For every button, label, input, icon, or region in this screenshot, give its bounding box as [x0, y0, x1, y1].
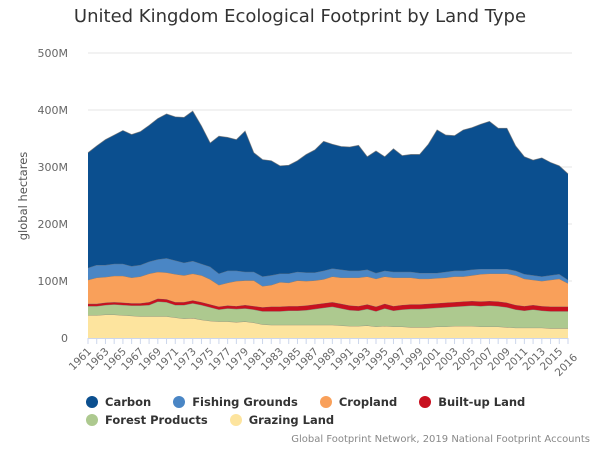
- area-built-up-land: [88, 298, 568, 312]
- y-tick-label: 500M: [38, 47, 69, 60]
- y-tick-label: 400M: [38, 104, 69, 117]
- series-line: [87, 110, 569, 175]
- legend-marker-icon: [86, 414, 98, 426]
- legend-marker-icon: [173, 396, 186, 408]
- legend-item[interactable]: Fishing Grounds: [173, 393, 298, 411]
- area-forest-products: [88, 301, 568, 329]
- chart-title: United Kingdom Ecological Footprint by L…: [73, 6, 527, 27]
- legend-label: Fishing Grounds: [192, 395, 298, 409]
- legend-item[interactable]: Grazing Land: [229, 411, 335, 429]
- legend-item[interactable]: Built-up Land: [419, 393, 525, 411]
- legend-marker-icon: [319, 396, 332, 408]
- legend: Carbon Fishing Grounds Cropland Built-up La…: [86, 393, 566, 429]
- area-carbon: [88, 111, 568, 280]
- legend-label: Forest Products: [105, 413, 208, 427]
- y-tick-label: 100M: [38, 275, 69, 288]
- legend-label: Cropland: [338, 395, 398, 409]
- legend-marker-icon: [419, 396, 432, 408]
- legend-label: Carbon: [105, 395, 152, 409]
- area-grazing-land: [88, 314, 568, 338]
- legend-item[interactable]: Carbon: [86, 393, 151, 411]
- legend-item[interactable]: Forest Products: [86, 411, 208, 429]
- y-tick-label: 300M: [38, 161, 69, 174]
- legend-item[interactable]: Cropland: [319, 393, 398, 411]
- y-tick-label: 200M: [38, 218, 69, 231]
- y-tick-label: 0: [61, 332, 68, 345]
- legend-marker-icon: [229, 414, 242, 426]
- y-axis-label: global hectares: [16, 152, 30, 241]
- legend-label: Built-up Land: [438, 395, 526, 409]
- credit-text: Global Footprint Network, 2019 National …: [291, 434, 590, 445]
- legend-marker-icon: [86, 396, 98, 408]
- legend-label: Grazing Land: [248, 413, 335, 427]
- area-cropland: [88, 271, 568, 308]
- area-fishing-grounds: [88, 258, 568, 287]
